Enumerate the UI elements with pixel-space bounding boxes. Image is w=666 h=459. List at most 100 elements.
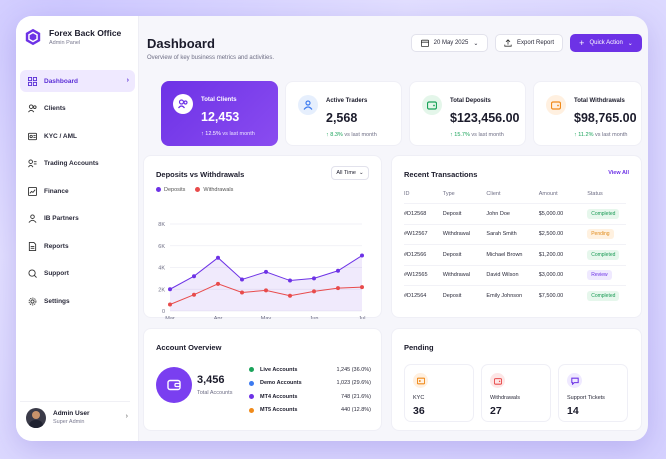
sidebar-item-dashboard[interactable]: Dashboard › — [20, 70, 135, 92]
pending-value: 36 — [413, 405, 425, 417]
column-header: Status — [587, 191, 603, 197]
sidebar-item-support[interactable]: Support — [20, 263, 135, 285]
total-accounts-label: Total Accounts — [197, 390, 233, 396]
table-row[interactable]: #D12564 Deposit Emily Johnson $7,500.00 Comp… — [404, 285, 626, 305]
x-tick-label: Apr — [214, 316, 223, 319]
x-tick-label: Jun — [310, 316, 319, 319]
sidebar-item-label: Support — [44, 270, 69, 277]
quick-action-label: Quick Action — [589, 40, 623, 46]
date-picker-button[interactable]: 20 May 2025 ⌄ — [411, 34, 488, 52]
stat-change-value: 8.3% — [330, 132, 343, 138]
data-point-withdrawals — [216, 281, 220, 286]
pending-withdrawals-card[interactable]: Withdrawals 27 — [481, 364, 551, 422]
account-type-label: Demo Accounts — [260, 380, 302, 387]
users-icon — [28, 104, 37, 113]
legend-label-deposits: Deposits — [164, 187, 186, 193]
column-header: Client — [486, 191, 501, 197]
data-point-deposits — [216, 255, 220, 260]
legend-dot — [249, 367, 254, 373]
table-row[interactable]: #W12565 Withdrawal David Wilson $3,000.00 Re… — [404, 264, 626, 285]
page-subtitle: Overview of key business metrics and act… — [147, 55, 275, 61]
pending-support-tickets-card[interactable]: Support Tickets 14 — [558, 364, 628, 422]
transaction-type: Withdrawal — [442, 231, 470, 237]
y-tick-label: 6K — [158, 244, 165, 250]
range-label: All Time — [336, 170, 356, 176]
stat-change-suffix: vs last month — [595, 132, 628, 138]
transaction-type: Deposit — [442, 210, 462, 217]
x-tick-label: Mar — [165, 316, 175, 319]
sidebar-item-finance[interactable]: Finance — [20, 180, 135, 202]
data-point-withdrawals — [336, 286, 340, 291]
sidebar-item-settings[interactable]: Settings — [20, 290, 135, 312]
sidebar-item-clients[interactable]: Clients — [20, 98, 135, 120]
transaction-client: David Wilson — [486, 272, 519, 278]
view-all-link[interactable]: View All — [608, 170, 629, 176]
y-tick-label: 4K — [158, 266, 165, 272]
data-point-deposits — [312, 276, 316, 281]
legend-dot — [249, 394, 254, 400]
transaction-amount: $3,000.00 — [538, 272, 564, 278]
transaction-amount: $2,500.00 — [538, 231, 564, 237]
table-row[interactable]: #D12566 Deposit Michael Brown $1,200.00 Comp… — [404, 244, 626, 264]
chevron-right-icon: › — [125, 413, 128, 420]
user-role: Super Admin — [53, 419, 85, 425]
stat-value: $98,765.00 — [574, 111, 637, 125]
quick-action-button[interactable]: + Quick Action ⌄ — [570, 34, 642, 52]
avatar — [26, 407, 46, 428]
stat-change-suffix: vs last month — [222, 131, 255, 137]
arrow-up-icon: ↑ — [450, 132, 455, 138]
transactions-title: Recent Transactions — [404, 170, 478, 179]
stat-card-total-withdrawals[interactable]: Total Withdrawals $98,765.00 ↑ 11.2% vs … — [533, 81, 642, 146]
data-point-deposits — [168, 287, 172, 292]
deposits-withdrawals-panel: Deposits vs Withdrawals All Time ⌄ Depos… — [143, 155, 382, 319]
data-point-deposits — [192, 274, 196, 279]
stat-card-total-clients[interactable]: Total Clients 12,453 ↑ 12.5% vs last mon… — [161, 81, 278, 146]
clients-icon — [173, 94, 193, 114]
stat-card-total-deposits[interactable]: Total Deposits $123,456.00 ↑ 15.7% vs la… — [409, 81, 526, 146]
sidebar-item-kyc-aml[interactable]: KYC / AML — [20, 125, 135, 147]
data-point-withdrawals — [240, 290, 244, 295]
stat-label: Total Clients — [201, 97, 237, 103]
table-row[interactable]: #W12567 Withdrawal Sarah Smith $2,500.00 Pen… — [404, 223, 626, 244]
chevron-right-icon: › — [126, 77, 129, 84]
trader-icon — [298, 95, 318, 115]
stat-change-value: 11.2% — [578, 132, 594, 138]
range-dropdown[interactable]: All Time ⌄ — [331, 166, 369, 180]
stat-change: ↑ 8.3% vs last month — [326, 132, 377, 138]
data-point-deposits — [336, 268, 340, 273]
x-tick-label: May — [261, 316, 272, 319]
plus-icon: + — [579, 38, 585, 48]
status-badge: Completed — [587, 208, 620, 219]
stat-value: 2,568 — [326, 111, 358, 125]
brand-subtitle: Admin Panel — [49, 40, 81, 46]
pending-kyc-card[interactable]: KYC 36 — [404, 364, 474, 422]
sidebar-item-reports[interactable]: Reports — [20, 235, 135, 257]
user-profile[interactable]: Admin User Super Admin › — [20, 401, 130, 433]
account-type-label: MT4 Accounts — [260, 393, 298, 400]
recent-transactions-panel: Recent Transactions View All ID Type Cli… — [391, 155, 642, 318]
data-point-deposits — [360, 253, 364, 258]
gear-icon — [28, 297, 37, 305]
stat-change: ↑ 11.2% vs last month — [574, 132, 627, 138]
app-window: Forex Back Office Admin Panel Dashboard … — [16, 16, 648, 441]
table-row[interactable]: #D12568 Deposit John Doe $5,000.00 Completed — [404, 203, 626, 223]
status-cell: Review — [587, 270, 626, 280]
list-item: Live Accounts 1,245 (36.0%) — [249, 363, 371, 377]
stat-card-active-traders[interactable]: Active Traders 2,568 ↑ 8.3% vs last mont… — [285, 81, 402, 146]
legend-dot — [249, 407, 254, 413]
support-icon — [28, 269, 37, 278]
sidebar-item-label: Reports — [44, 242, 69, 250]
sidebar-item-ib-partners[interactable]: IB Partners — [20, 208, 135, 230]
stat-change: ↑ 15.7% vs last month — [450, 132, 504, 138]
stat-label: Active Traders — [326, 98, 368, 104]
data-point-withdrawals — [360, 285, 364, 290]
chevron-down-icon: ⌄ — [627, 40, 633, 47]
data-point-withdrawals — [288, 293, 292, 298]
grid-icon — [28, 76, 37, 86]
legend-item-deposits: Deposits — [156, 187, 185, 193]
area-fill-deposits — [170, 255, 362, 311]
export-report-button[interactable]: Export Report — [495, 34, 563, 52]
list-item: MT5 Accounts 440 (12.8%) — [249, 404, 371, 418]
sidebar-item-trading-accounts[interactable]: Trading Accounts — [20, 153, 135, 175]
chart-title: Deposits vs Withdrawals — [156, 170, 245, 179]
